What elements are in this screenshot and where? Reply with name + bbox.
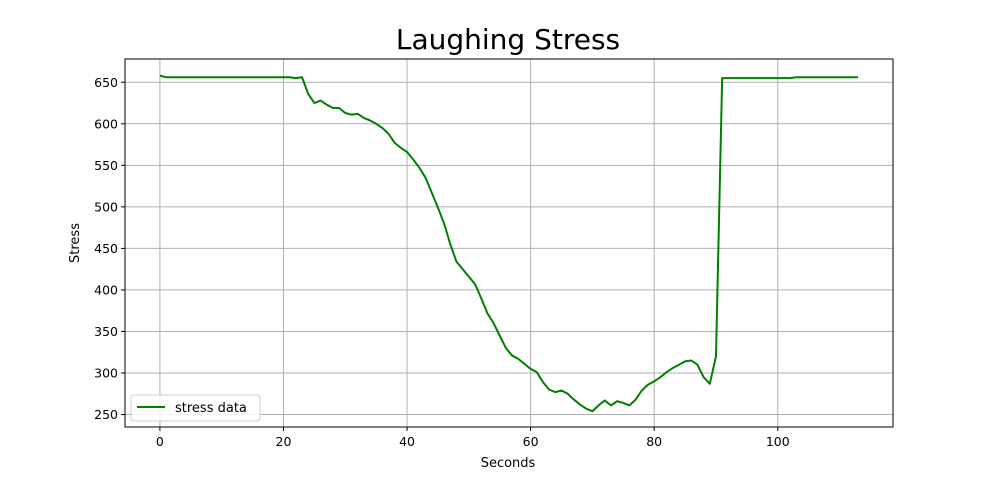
x-tick-label: 60: [523, 434, 539, 449]
y-tick-label: 500: [94, 199, 118, 214]
y-tick-label: 650: [94, 75, 118, 90]
x-tick-label: 0: [156, 434, 164, 449]
y-tick-label: 550: [94, 158, 118, 173]
y-tick-label: 300: [94, 366, 118, 381]
y-tick-label: 250: [94, 407, 118, 422]
x-tick-label: 20: [276, 434, 292, 449]
grid: [125, 59, 893, 427]
y-tick-label: 450: [94, 241, 118, 256]
legend-label: stress data: [175, 401, 247, 416]
x-tick-label: 80: [646, 434, 662, 449]
y-axis-ticks: 250 300 350 400 450 500 550 600 650: [94, 75, 125, 422]
series-layer: [159, 74, 859, 413]
y-axis-label: Stress: [68, 223, 83, 263]
chart-title: Laughing Stress: [396, 23, 620, 56]
x-axis-ticks: 0 20 40 60 80 100: [156, 427, 790, 449]
plot-frame: [124, 58, 894, 428]
x-tick-label: 100: [766, 434, 790, 449]
legend-box: [130, 394, 261, 422]
y-tick-label: 350: [94, 324, 118, 339]
y-tick-label: 400: [94, 282, 118, 297]
x-tick-label: 40: [399, 434, 415, 449]
series-line: [159, 74, 859, 413]
legend: stress data: [130, 394, 261, 422]
x-axis-label: Seconds: [481, 456, 536, 471]
y-tick-label: 600: [94, 116, 118, 131]
